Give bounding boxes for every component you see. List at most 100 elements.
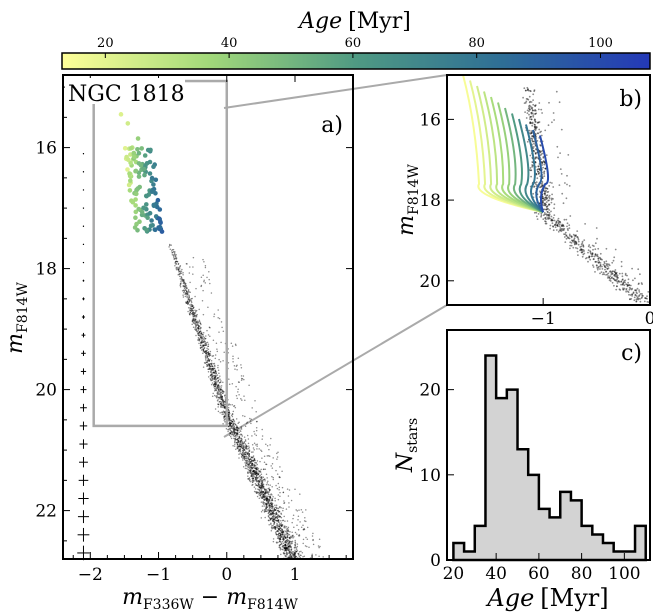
- star-point: [180, 278, 183, 280]
- star-point: [284, 537, 286, 539]
- star-point: [259, 492, 261, 494]
- star-point: [222, 404, 224, 406]
- star-point: [301, 511, 304, 513]
- star-point: [271, 524, 273, 527]
- star-point: [213, 371, 215, 374]
- star-point: [548, 194, 551, 197]
- colored-star: [153, 227, 158, 233]
- star-point: [261, 486, 263, 489]
- star-point: [299, 493, 301, 495]
- star-point: [229, 423, 231, 426]
- star-point: [532, 192, 535, 195]
- star-point: [279, 543, 282, 546]
- star-point: [608, 263, 610, 266]
- star-point: [288, 545, 290, 548]
- star-point: [199, 331, 201, 333]
- star-point: [251, 481, 254, 483]
- star-point: [639, 273, 641, 276]
- star-point: [202, 348, 205, 351]
- star-point: [189, 313, 191, 316]
- star-point: [255, 472, 258, 475]
- star-point: [290, 545, 292, 548]
- star-point: [204, 338, 207, 340]
- star-point: [248, 449, 251, 451]
- star-point: [188, 294, 190, 296]
- star-point: [278, 532, 280, 534]
- star-point: [579, 248, 582, 251]
- star-point: [253, 430, 255, 433]
- star-point: [536, 177, 539, 180]
- star-point: [204, 342, 206, 345]
- star-point: [197, 333, 199, 336]
- star-point: [593, 258, 595, 260]
- star-point: [240, 367, 243, 369]
- star-point: [284, 546, 286, 549]
- star-point: [284, 548, 287, 551]
- star-point: [224, 400, 226, 403]
- star-point: [205, 342, 207, 344]
- star-point: [287, 543, 289, 545]
- star-point: [546, 196, 548, 199]
- star-point: [271, 499, 274, 501]
- star-point: [174, 262, 176, 264]
- star-point: [262, 501, 264, 503]
- colored-star: [137, 219, 142, 224]
- star-point: [222, 390, 224, 392]
- star-point: [228, 417, 231, 420]
- star-point: [206, 354, 209, 356]
- star-point: [185, 292, 188, 295]
- star-point: [220, 341, 222, 344]
- star-point: [249, 470, 252, 472]
- star-point: [533, 125, 536, 128]
- star-point: [251, 462, 254, 465]
- star-point: [238, 457, 240, 459]
- star-point: [219, 402, 222, 405]
- star-point: [220, 385, 223, 387]
- star-point: [210, 379, 212, 382]
- star-point: [556, 224, 559, 227]
- star-point: [256, 481, 258, 483]
- star-point: [173, 253, 175, 256]
- star-point: [222, 413, 225, 415]
- star-point: [229, 435, 232, 438]
- star-point: [275, 512, 278, 514]
- star-point: [216, 348, 218, 350]
- star-point: [571, 235, 573, 238]
- star-point: [257, 467, 260, 470]
- star-point: [255, 468, 258, 471]
- star-point: [205, 342, 207, 344]
- star-point: [284, 547, 287, 550]
- star-point: [545, 220, 547, 223]
- star-point: [540, 130, 542, 133]
- star-point: [191, 297, 193, 300]
- star-point: [528, 106, 531, 109]
- star-point: [278, 521, 280, 524]
- star-point: [243, 449, 246, 452]
- star-point: [251, 460, 253, 463]
- star-point: [266, 498, 268, 501]
- star-point: [533, 109, 536, 112]
- star-point: [260, 483, 263, 485]
- star-point: [278, 544, 281, 546]
- star-point: [263, 478, 266, 481]
- colored-star: [122, 146, 128, 151]
- star-point: [252, 479, 255, 482]
- star-point: [261, 490, 263, 493]
- star-point: [577, 240, 580, 243]
- star-point: [544, 167, 547, 170]
- star-point: [228, 413, 230, 415]
- star-point: [279, 538, 281, 541]
- star-point: [233, 429, 236, 431]
- star-point: [625, 287, 628, 290]
- star-point: [280, 512, 282, 515]
- star-point: [270, 507, 272, 509]
- star-point: [274, 528, 276, 530]
- star-point: [194, 319, 197, 321]
- star-point: [205, 361, 207, 364]
- star-point: [577, 237, 580, 240]
- star-point: [183, 281, 185, 283]
- star-point: [217, 384, 220, 386]
- star-point: [268, 516, 271, 519]
- star-point: [265, 498, 267, 500]
- star-point: [214, 371, 217, 373]
